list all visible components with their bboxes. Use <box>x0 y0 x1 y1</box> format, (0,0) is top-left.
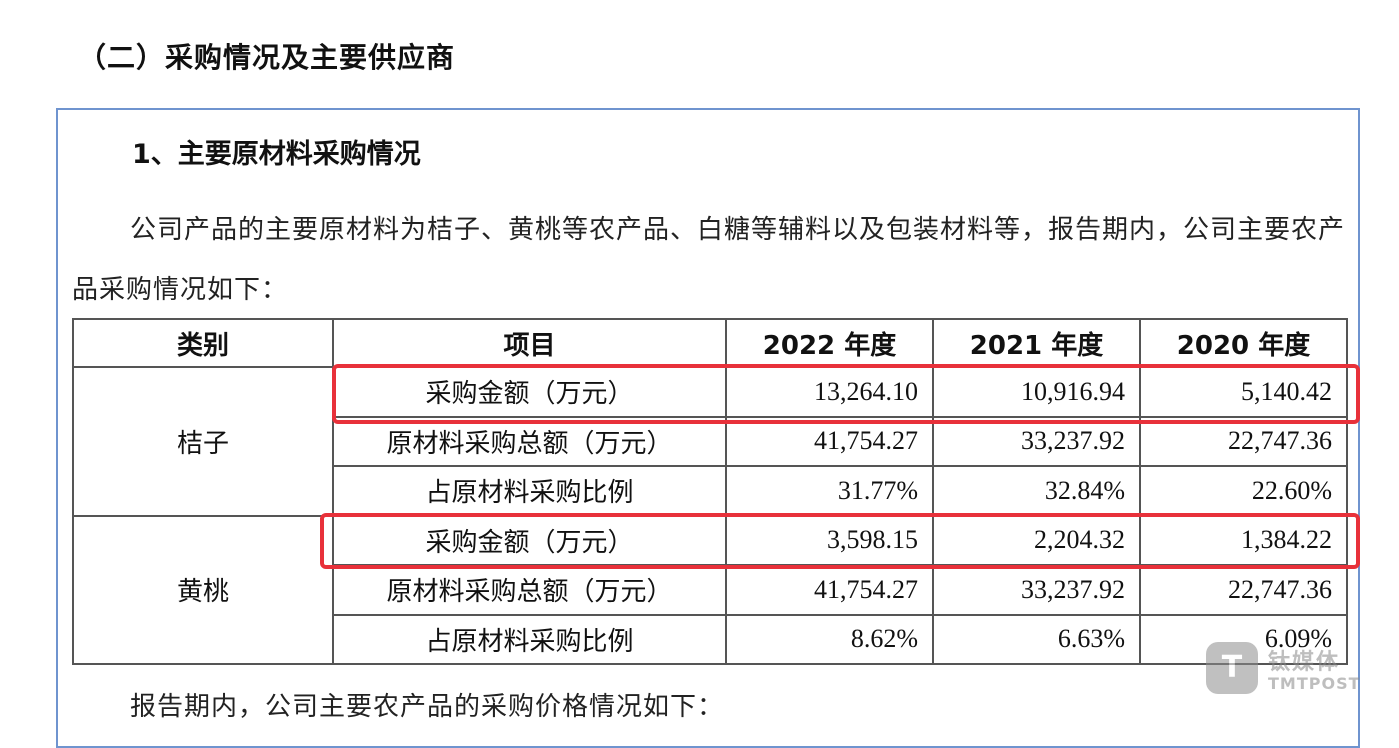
table-header-row: 类别 项目 2022 年度 2021 年度 2020 年度 <box>72 318 1348 368</box>
value-cell: 6.63% <box>932 613 1141 665</box>
subsection-title: 1、主要原材料采购情况 <box>132 139 421 170</box>
value-cell: 22,747.36 <box>1139 564 1348 616</box>
value-cell: 33,237.92 <box>932 564 1141 616</box>
header-2020: 2020 年度 <box>1139 318 1348 368</box>
value-cell: 2,204.32 <box>932 514 1141 566</box>
item-cell: 采购金额（万元） <box>332 366 727 418</box>
value-cell: 5,140.42 <box>1139 366 1348 418</box>
header-2022: 2022 年度 <box>725 318 934 368</box>
category-cell-orange: 桔子 <box>72 366 334 517</box>
watermark-logo-icon: T <box>1206 642 1258 694</box>
value-cell: 22.60% <box>1139 465 1348 517</box>
highlight-box-orange-purchase <box>332 364 1360 424</box>
value-cell: 41,754.27 <box>725 564 934 616</box>
item-cell: 原材料采购总额（万元） <box>332 415 727 467</box>
highlight-box-peach-purchase <box>320 513 1360 569</box>
intro-paragraph: 公司产品的主要原材料为桔子、黄桃等农产品、白糖等辅料以及包装材料等，报告期内，公… <box>72 215 1346 305</box>
category-cell-peach: 黄桃 <box>72 514 334 665</box>
item-cell: 原材料采购总额（万元） <box>332 564 727 616</box>
value-cell: 22,747.36 <box>1139 415 1348 467</box>
value-cell: 31.77% <box>725 465 934 517</box>
table-row: 原材料采购总额（万元） 41,754.27 33,237.92 22,747.3… <box>73 415 1348 467</box>
watermark: T 钛媒体 TMTPOST <box>1206 642 1396 702</box>
value-cell: 41,754.27 <box>725 415 934 467</box>
watermark-cn-text: 钛媒体 <box>1268 650 1341 675</box>
footer-paragraph: 报告期内，公司主要农产品的采购价格情况如下： <box>130 692 725 722</box>
header-item: 项目 <box>332 318 727 368</box>
item-cell: 占原材料采购比例 <box>332 465 727 517</box>
header-2021: 2021 年度 <box>932 318 1141 368</box>
value-cell: 3,598.15 <box>725 514 934 566</box>
value-cell: 32.84% <box>932 465 1141 517</box>
value-cell: 13,264.10 <box>725 366 934 418</box>
item-cell: 占原材料采购比例 <box>332 613 727 665</box>
value-cell: 33,237.92 <box>932 415 1141 467</box>
header-category: 类别 <box>72 318 334 368</box>
value-cell: 1,384.22 <box>1139 514 1348 566</box>
section-title: （二）采购情况及主要供应商 <box>78 41 456 74</box>
value-cell: 8.62% <box>725 613 934 665</box>
watermark-en-text: TMTPOST <box>1268 674 1361 693</box>
